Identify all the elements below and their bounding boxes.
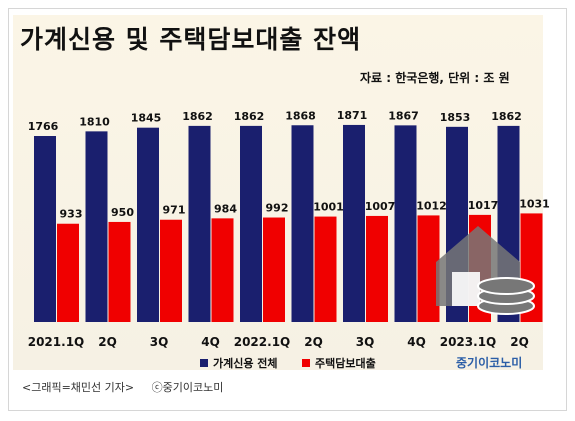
legend-label-1: 주택담보대출 (315, 356, 376, 370)
mortgage-value-label-4: 992 (266, 202, 289, 215)
caption-copyright: ⓒ중기이코노미 (151, 381, 224, 394)
mortgage-bar-6 (366, 215, 388, 322)
x-tick-label-9: 2Q (510, 335, 529, 349)
household-value-label-2: 1845 (131, 112, 162, 125)
image-caption: <그래픽=채민선 기자> ⓒ중기이코노미 (22, 379, 237, 395)
household-value-label-5: 1868 (285, 109, 316, 122)
mortgage-bar-1 (108, 221, 131, 322)
household-bar-6 (343, 124, 365, 323)
mortgage-value-label-6: 1007 (365, 200, 396, 213)
mortgage-bar-5 (314, 216, 337, 322)
household-value-label-8: 1853 (440, 111, 471, 124)
x-tick-label-1: 2Q (98, 335, 117, 349)
household-value-label-1: 1810 (79, 115, 110, 128)
x-tick-label-5: 2Q (304, 335, 323, 349)
household-bar-7 (394, 125, 417, 323)
chart-title: 가계신용 및 주택담보대출 잔액 (20, 25, 362, 54)
mortgage-value-label-1: 950 (111, 206, 134, 219)
mortgage-value-label-9: 1031 (519, 197, 550, 210)
x-tick-label-2: 3Q (150, 335, 169, 349)
household-bar-5 (291, 125, 314, 322)
mortgage-bar-0 (57, 223, 79, 322)
legend-label-0: 가계신용 전체 (213, 356, 278, 370)
mortgage-bar-2 (160, 219, 182, 322)
household-value-label-9: 1862 (491, 110, 522, 123)
mortgage-value-label-0: 933 (60, 208, 83, 221)
household-value-label-6: 1871 (337, 109, 368, 122)
household-value-label-0: 1766 (28, 120, 59, 133)
x-tick-label-7: 4Q (407, 335, 426, 349)
household-bar-1 (85, 131, 108, 322)
household-bar-0 (34, 136, 56, 322)
household-bar-4 (240, 125, 262, 323)
x-tick-label-6: 3Q (356, 335, 375, 349)
mortgage-value-label-5: 1001 (313, 201, 344, 214)
mortgage-value-label-7: 1012 (416, 199, 447, 212)
mortgage-value-label-8: 1017 (468, 199, 499, 212)
house-coins-icon (436, 226, 535, 315)
legend-swatch-0 (200, 359, 208, 367)
x-tick-label-0: 2021.1Q (28, 335, 85, 349)
house-door (452, 272, 480, 306)
legend: 가계신용 전체 주택담보대출 (200, 356, 376, 370)
legend-swatch-1 (302, 359, 310, 367)
caption-credit: <그래픽=채민선 기자> (22, 381, 135, 394)
mortgage-bar-7 (417, 215, 440, 322)
x-tick-label-8: 2023.1Q (440, 335, 497, 349)
source-note: 자료 : 한국은행, 단위 : 조 원 (360, 71, 510, 85)
household-value-label-4: 1862 (234, 110, 265, 123)
household-bar-3 (188, 125, 211, 323)
x-tick-label-4: 2022.1Q (234, 335, 291, 349)
brand-logo: 중기이코노미 (456, 355, 522, 370)
mortgage-bar-3 (211, 218, 234, 322)
mortgage-bar-4 (263, 217, 285, 322)
household-value-label-3: 1862 (182, 110, 213, 123)
x-tick-label-3: 4Q (201, 335, 220, 349)
mortgage-value-label-2: 971 (163, 204, 186, 217)
household-bar-2 (137, 127, 159, 322)
household-value-label-7: 1867 (388, 109, 419, 122)
coin-top (477, 277, 535, 295)
mortgage-value-label-3: 984 (214, 202, 237, 215)
